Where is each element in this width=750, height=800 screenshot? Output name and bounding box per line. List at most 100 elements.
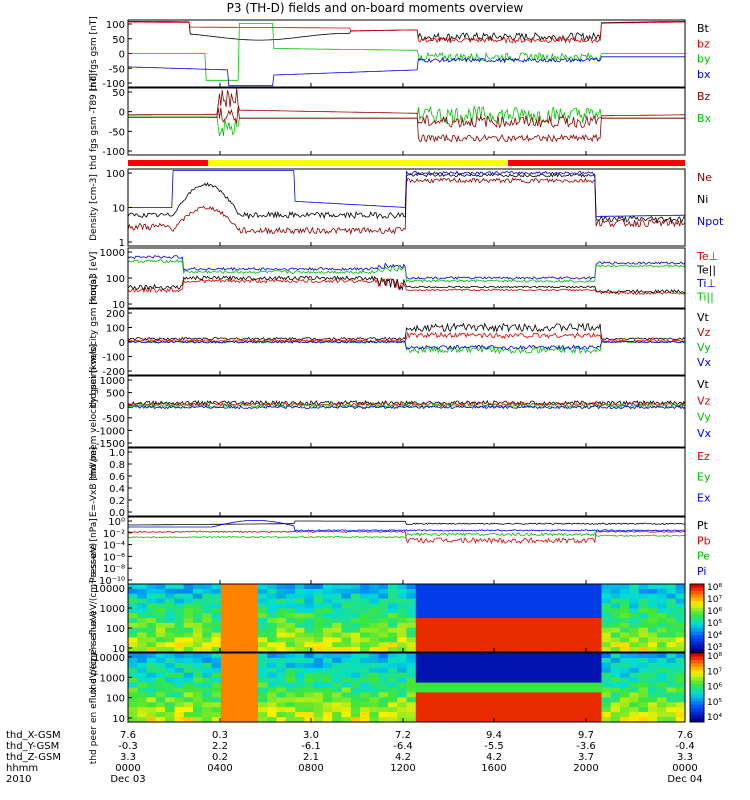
heatmap-cell <box>387 692 398 698</box>
heatmap-cell <box>248 653 259 659</box>
heatmap-cell <box>406 637 417 643</box>
heatmap-cell <box>490 637 500 643</box>
heatmap-cell <box>657 647 667 653</box>
heatmap-cell <box>434 682 445 688</box>
colorbar-step <box>690 677 704 682</box>
heatmap-cell <box>285 584 296 590</box>
heatmap-cell <box>322 627 333 634</box>
heatmap-cell <box>647 627 658 634</box>
heatmap-cell <box>592 653 602 659</box>
heatmap-cell <box>397 642 407 648</box>
heatmap-cell <box>471 588 482 595</box>
heatmap-cell <box>137 662 148 669</box>
heatmap-cell <box>378 657 389 664</box>
heatmap-cell <box>304 687 315 693</box>
heatmap-cell <box>620 622 630 629</box>
heatmap-cell <box>629 717 640 723</box>
heatmap-cell <box>620 657 630 664</box>
heatmap-cell <box>128 603 138 609</box>
heatmap-cell <box>415 672 426 679</box>
heatmap-cell <box>276 618 287 624</box>
heatmap-cell <box>202 584 213 590</box>
x-axis-value: 1600 <box>481 763 506 774</box>
heatmap-cell <box>415 653 426 659</box>
heatmap-cell <box>480 637 491 643</box>
heatmap-cell <box>248 613 259 619</box>
heatmap-cell <box>462 702 472 708</box>
heatmap-cell <box>378 627 389 634</box>
heatmap-cell <box>397 692 407 698</box>
heatmap-cell <box>193 667 203 674</box>
heatmap-cell <box>610 603 621 609</box>
heatmap-cell <box>490 642 500 648</box>
heatmap-cell <box>452 707 463 713</box>
heatmap-cell <box>629 632 640 638</box>
heatmap-cell <box>165 593 175 600</box>
heatmap-cell <box>248 672 259 679</box>
y-tick-label: -100 <box>102 353 125 364</box>
heatmap-cell <box>220 618 231 624</box>
heatmap-cell <box>174 707 185 713</box>
heatmap-cell <box>360 667 370 674</box>
heatmap-cell <box>304 618 315 624</box>
legend-entry: Vy <box>697 411 711 424</box>
heatmap-cell <box>666 662 677 669</box>
heatmap-cell <box>638 702 649 708</box>
heatmap-cell <box>230 627 240 634</box>
heatmap-cell <box>332 707 342 713</box>
heatmap-cell <box>313 702 324 708</box>
legend-entry: Ti⊥ <box>696 277 716 290</box>
heatmap-cell <box>545 627 556 634</box>
heatmap-cell <box>415 618 426 624</box>
heatmap-cell <box>155 682 166 688</box>
heatmap-cell <box>406 667 417 674</box>
heatmap-cell <box>341 712 352 718</box>
heatmap-cell <box>332 603 342 609</box>
heatmap-cell <box>183 593 194 600</box>
heatmap-cell <box>555 593 565 600</box>
heatmap-cell <box>666 712 677 718</box>
heatmap-cell <box>322 662 333 669</box>
heatmap-cell <box>647 692 658 698</box>
heatmap-cell <box>647 642 658 648</box>
heatmap-cell <box>666 677 677 683</box>
heatmap-cell <box>183 608 194 614</box>
heatmap-cell <box>545 588 556 595</box>
heatmap-cell <box>369 672 380 679</box>
heatmap-cell <box>165 603 175 609</box>
heatmap-cell <box>258 707 268 713</box>
heatmap-cell <box>211 682 222 688</box>
heatmap-cell <box>434 588 445 595</box>
heatmap-cell <box>193 682 203 688</box>
heatmap-cell <box>425 702 435 708</box>
heatmap-cell <box>555 632 565 638</box>
heatmap-cell <box>332 608 342 614</box>
heatmap-cell <box>285 717 296 723</box>
heatmap-cell <box>137 667 148 674</box>
heatmap-cell <box>378 687 389 693</box>
heatmap-cell <box>425 584 435 590</box>
heatmap-cell <box>248 642 259 648</box>
heatmap-cell <box>471 653 482 659</box>
heatmap-cell <box>675 642 686 648</box>
legend-entry: Vz <box>697 326 711 339</box>
heatmap-cell <box>555 712 565 718</box>
heatmap-cell <box>397 603 407 609</box>
heatmap-cell <box>675 682 686 688</box>
heatmap-cell <box>443 598 454 604</box>
heatmap-cell <box>443 672 454 679</box>
y-tick-label: -500 <box>102 414 125 425</box>
heatmap-cell <box>545 687 556 693</box>
heatmap-cell <box>536 627 547 634</box>
heatmap-cell <box>620 613 630 619</box>
heatmap-cell <box>174 603 185 609</box>
heatmap-cell <box>313 672 324 679</box>
heatmap-cell <box>128 702 138 708</box>
x-axis-value: 2.2 <box>212 741 228 752</box>
heatmap-cell <box>415 603 426 609</box>
heatmap-cell <box>193 632 203 638</box>
heatmap-cell <box>601 642 612 648</box>
heatmap-cell <box>610 653 621 659</box>
heatmap-cell <box>258 642 268 648</box>
heatmap-cell <box>638 642 649 648</box>
